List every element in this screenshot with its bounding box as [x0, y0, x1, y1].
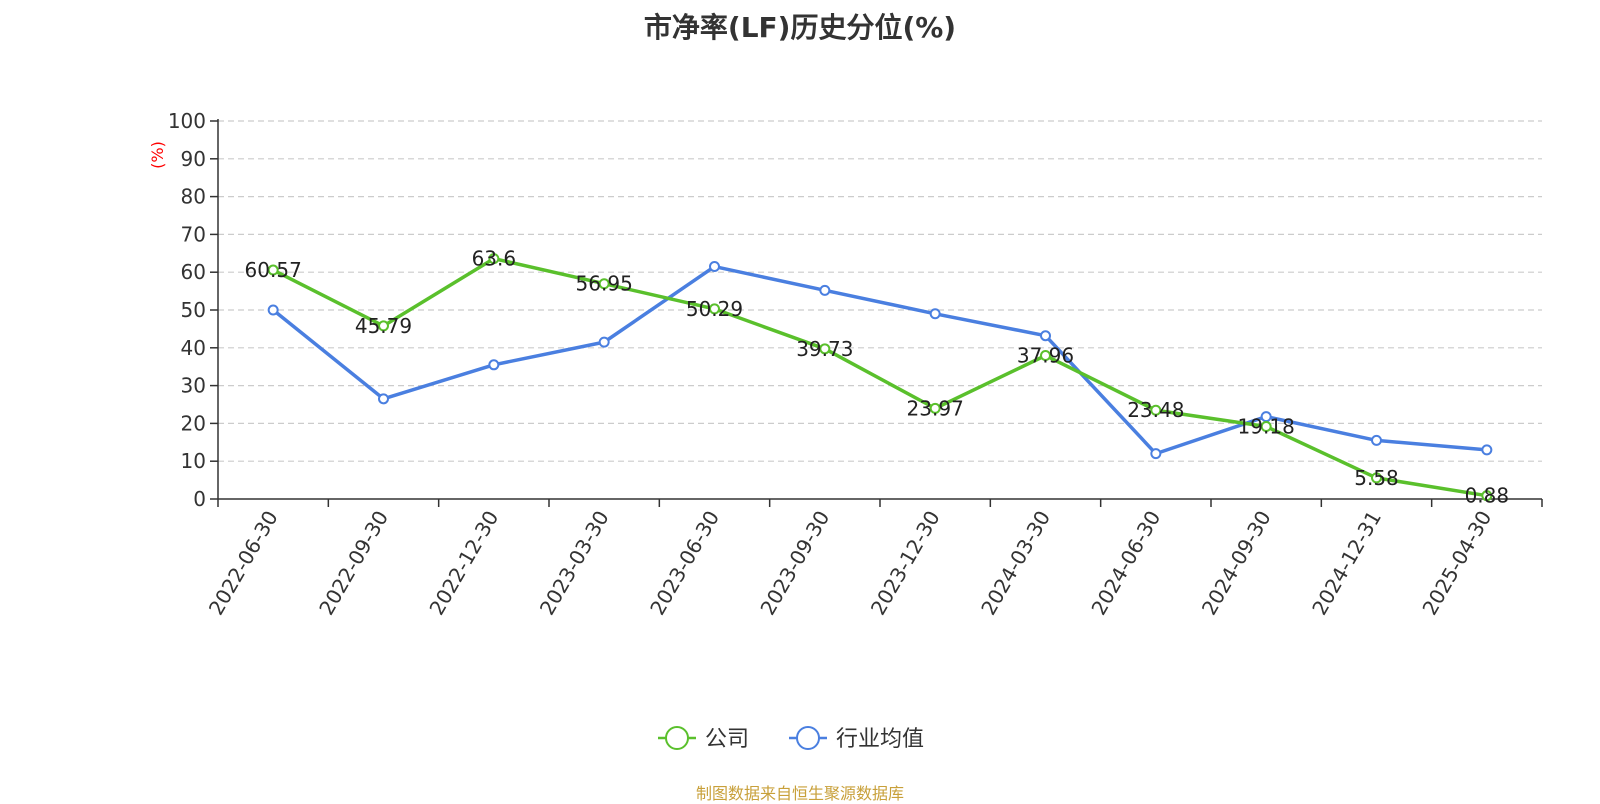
- data-label: 56.95: [576, 272, 633, 296]
- legend-marker: [796, 726, 820, 750]
- legend-label: 行业均值: [836, 727, 924, 752]
- data-point-company: [267, 264, 279, 276]
- y-tick-label: 100: [168, 109, 206, 133]
- y-tick-label: 30: [181, 374, 206, 398]
- series-line-industry-average: [272, 264, 1487, 456]
- y-tick-label: 10: [181, 449, 206, 473]
- data-point-industry-average: [819, 284, 831, 296]
- x-tick-label: 2024-03-30: [976, 507, 1055, 620]
- data-point-industry-average: [929, 308, 941, 320]
- y-tick-label: 80: [181, 185, 206, 209]
- x-tick-label: 2022-09-30: [314, 507, 393, 620]
- y-tick-label: 50: [181, 298, 206, 322]
- data-label: 39.73: [796, 337, 853, 361]
- data-point-company: [929, 402, 941, 414]
- data-point-industry-average: [1040, 330, 1051, 342]
- data-source-note: 制图数据来自恒生聚源数据库: [695, 784, 904, 803]
- legend-marker: [665, 726, 689, 750]
- data-point-company: [1150, 404, 1162, 416]
- x-tick-label: 2024-12-31: [1307, 507, 1386, 620]
- data-point-company: [1371, 472, 1382, 484]
- data-point-industry-average: [378, 393, 389, 405]
- data-point-industry-average: [1371, 434, 1382, 446]
- data-label: 0.88: [1465, 484, 1510, 508]
- data-label: 50.29: [686, 297, 743, 321]
- x-tick-label: 2023-09-30: [755, 507, 834, 620]
- y-tick-label: 0: [193, 487, 206, 511]
- x-tick-label: 2023-12-30: [866, 507, 945, 620]
- data-point-company: [1260, 420, 1272, 432]
- data-label: 5.58: [1354, 466, 1399, 490]
- series-line-company: [272, 256, 1488, 498]
- x-tick-label: 2024-09-30: [1197, 507, 1276, 620]
- data-point-company: [598, 278, 610, 290]
- legend-label: 公司: [705, 727, 749, 752]
- data-label: 37.96: [1017, 344, 1074, 368]
- chart-title: 市净率(LF)历史分位(%): [643, 11, 957, 44]
- data-point-industry-average: [1481, 444, 1493, 456]
- data-point-industry-average: [598, 336, 610, 348]
- data-label: 63.6: [472, 247, 517, 271]
- data-label: 19.18: [1238, 414, 1295, 438]
- data-point-industry-average: [488, 359, 500, 371]
- data-label: 60.57: [245, 258, 302, 282]
- x-tick-label: 2025-04-30: [1417, 507, 1496, 620]
- data-point-industry-average: [267, 304, 279, 316]
- data-point-industry-average: [709, 261, 720, 273]
- x-tick-label: 2023-03-30: [535, 507, 614, 620]
- x-tick-label: 2024-06-30: [1086, 507, 1165, 620]
- data-point-company: [709, 303, 720, 315]
- data-point-company: [488, 253, 500, 265]
- x-tick-label: 2023-06-30: [645, 507, 724, 620]
- data-label: 23.97: [907, 396, 964, 420]
- y-tick-label: 70: [181, 222, 206, 246]
- x-tick-label: 2022-06-30: [204, 507, 283, 620]
- data-label: 23.48: [1127, 398, 1184, 422]
- data-point-company: [1040, 350, 1051, 362]
- y-tick-label: 60: [181, 260, 206, 284]
- data-point-company: [819, 343, 831, 355]
- y-tick-label: 20: [181, 411, 206, 435]
- x-tick-label: 2022-12-30: [424, 507, 503, 620]
- y-tick-label: 40: [181, 336, 206, 360]
- data-point-company: [378, 320, 389, 332]
- y-axis-label: (%): [148, 141, 167, 169]
- data-point-company: [1481, 490, 1493, 502]
- y-tick-label: 90: [181, 147, 206, 171]
- data-label: 45.79: [355, 314, 412, 338]
- data-point-industry-average: [1150, 448, 1162, 460]
